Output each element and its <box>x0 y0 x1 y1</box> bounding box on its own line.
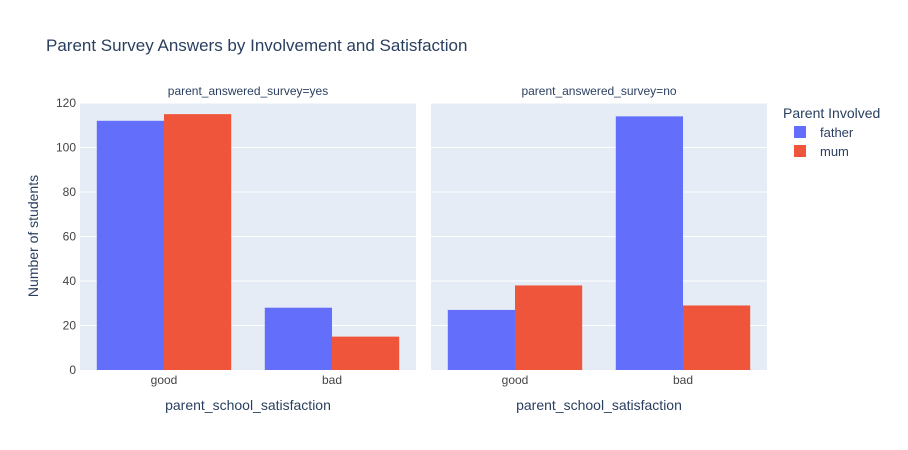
tick-labels: 0 20 40 60 80 100 120 good bad good bad <box>56 96 693 387</box>
legend-label-father: father <box>820 125 854 140</box>
legend-title: Parent Involved <box>783 105 880 121</box>
legend-label-mum: mum <box>820 144 849 159</box>
y-axis-title: Number of students <box>25 175 41 297</box>
bar-mum-good[interactable] <box>515 285 583 370</box>
bar-father-good[interactable] <box>447 309 515 370</box>
bar-father-good[interactable] <box>96 120 164 370</box>
bar-mum-bad[interactable] <box>683 305 751 370</box>
x-axis-title-right: parent_school_satisfaction <box>516 397 682 413</box>
x-axis-title-left: parent_school_satisfaction <box>165 397 331 413</box>
legend-item-father[interactable]: father <box>794 125 854 140</box>
y-tick-label: 100 <box>56 141 76 155</box>
y-tick-label: 0 <box>69 363 76 377</box>
bar-mum-bad[interactable] <box>332 336 400 370</box>
bar-father-bad[interactable] <box>615 116 683 370</box>
legend-swatch-mum <box>794 145 806 157</box>
y-tick-label: 40 <box>63 274 77 288</box>
y-tick-label: 80 <box>63 185 77 199</box>
x-tick-label: bad <box>673 373 693 387</box>
x-tick-label: good <box>151 373 178 387</box>
panel-yes-label: parent_answered_survey=yes <box>168 84 328 98</box>
legend: Parent Involved father mum <box>783 105 880 159</box>
legend-swatch-father <box>794 126 806 138</box>
x-tick-label: bad <box>322 373 342 387</box>
bars <box>96 114 751 370</box>
y-tick-label: 60 <box>63 230 77 244</box>
y-tick-label: 120 <box>56 96 76 110</box>
x-tick-label: good <box>502 373 529 387</box>
chart-title: Parent Survey Answers by Involvement and… <box>46 36 467 55</box>
panel-no-label: parent_answered_survey=no <box>521 84 676 98</box>
bar-father-bad[interactable] <box>264 307 332 370</box>
bar-mum-good[interactable] <box>164 114 232 370</box>
legend-item-mum[interactable]: mum <box>794 144 849 159</box>
y-tick-label: 20 <box>63 319 77 333</box>
